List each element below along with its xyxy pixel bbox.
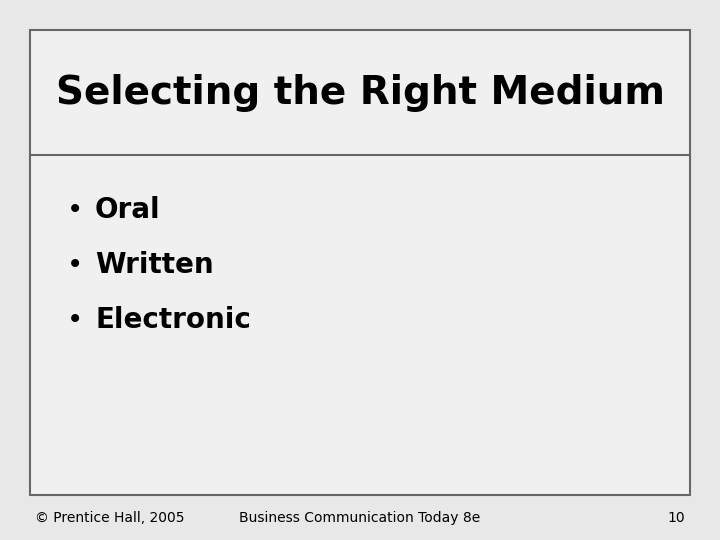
Text: 10: 10 xyxy=(667,511,685,525)
Text: Business Communication Today 8e: Business Communication Today 8e xyxy=(239,511,481,525)
Text: •: • xyxy=(67,196,83,224)
Text: Electronic: Electronic xyxy=(95,306,251,334)
Text: Oral: Oral xyxy=(95,196,161,224)
Bar xyxy=(30,30,690,495)
Text: Written: Written xyxy=(95,251,214,279)
Text: Selecting the Right Medium: Selecting the Right Medium xyxy=(55,73,665,111)
Text: •: • xyxy=(67,306,83,334)
Text: © Prentice Hall, 2005: © Prentice Hall, 2005 xyxy=(35,511,184,525)
Text: •: • xyxy=(67,251,83,279)
